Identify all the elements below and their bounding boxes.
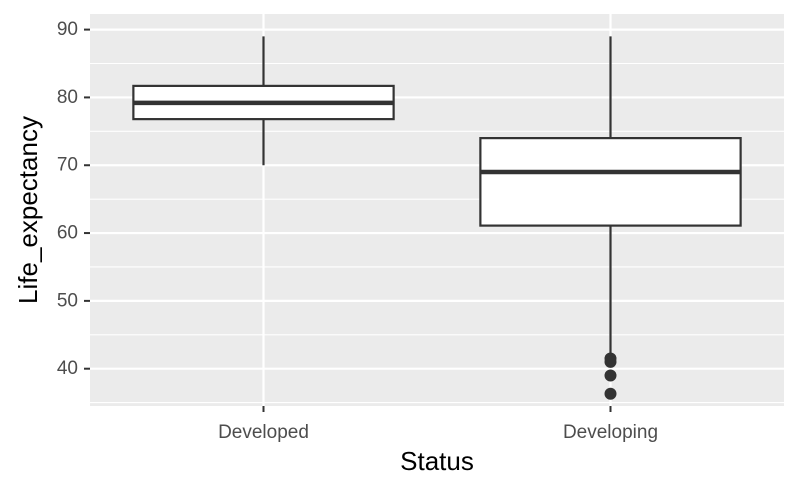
- box-developing: [479, 36, 742, 400]
- x-axis: Developed Developing: [218, 406, 658, 443]
- y-tick-label: 70: [57, 155, 78, 176]
- y-axis: 40 50 60 70 80 90: [57, 19, 90, 379]
- box-developed: [132, 36, 395, 166]
- box-iqr: [479, 137, 742, 227]
- x-tick-label: Developing: [563, 422, 658, 443]
- y-tick-label: 80: [57, 87, 78, 108]
- y-tick-label: 50: [57, 290, 78, 311]
- y-tick-label: 40: [57, 358, 78, 379]
- boxes: [132, 36, 742, 400]
- x-tick-label: Developed: [218, 422, 309, 443]
- y-tick-label: 60: [57, 223, 78, 244]
- outlier-point: [604, 387, 617, 400]
- outlier-point: [604, 369, 617, 382]
- grid-minor: [90, 62, 784, 404]
- x-axis-title: Status: [400, 446, 474, 476]
- y-tick-label: 90: [57, 19, 78, 40]
- outlier-point: [604, 355, 617, 368]
- y-axis-title: Life_expectancy: [13, 116, 43, 304]
